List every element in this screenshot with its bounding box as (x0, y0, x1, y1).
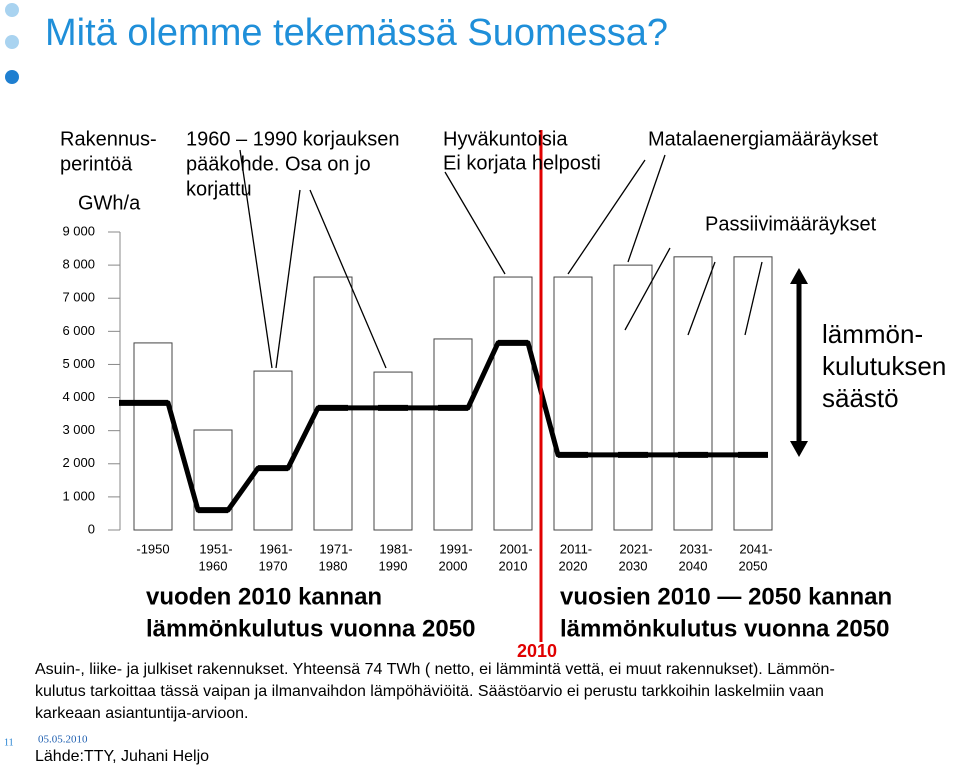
date: 05.05.2010 (38, 734, 88, 746)
y-tick-label: 6 000 (62, 323, 95, 338)
y-tick-label: 3 000 (62, 422, 95, 437)
bar (313, 276, 353, 531)
bar (433, 338, 473, 531)
slide-title: Mitä olemme tekemässä Suomessa? (45, 12, 668, 54)
annotation: korjattu (186, 178, 252, 200)
footnote: Asuin-, liike- ja julkiset rakennukset. … (35, 661, 835, 678)
annotation: Passiivimääräykset (705, 213, 877, 235)
x-tick-label: 2031- (679, 541, 712, 556)
y-tick-label: 9 000 (62, 223, 95, 238)
annotation: 1960 – 1990 korjauksen (186, 128, 400, 150)
footnote: karkeaan asiantuntija-arvioon. (35, 705, 248, 722)
annotation: 2010 (517, 641, 557, 661)
x-tick-label: 2001- (499, 541, 532, 556)
y-tick-label: 8 000 (62, 257, 95, 272)
annotation: pääkohde. Osa on jo (186, 153, 371, 175)
chart: 0 1 000 2 000 3 000 4 000 5 000 6 000 7 000 8 00… (62, 192, 772, 573)
annotation: perintöä (60, 153, 133, 175)
x-tick-label: 1951- (199, 541, 232, 556)
x-tick-label: -1950 (136, 541, 169, 556)
y-tick-label: 5 000 (62, 356, 95, 371)
x-tick-label: 2020 (559, 558, 588, 573)
y-tick-label: 4 000 (62, 389, 95, 404)
bar (493, 276, 533, 531)
x-tick-label: 1980 (319, 558, 348, 573)
annotation: vuosien 2010 — 2050 kannan (560, 583, 892, 610)
annotation: Hyväkuntoisia (443, 128, 568, 150)
x-tick-label: 1990 (379, 558, 408, 573)
x-tick-label: 2030 (619, 558, 648, 573)
x-tick-label: 2000 (439, 558, 468, 573)
source: Lähde:TTY, Juhani Heljo (35, 748, 209, 765)
x-tick-label: 1991- (439, 541, 472, 556)
bullet (5, 35, 19, 49)
x-tick-label: 1961- (259, 541, 292, 556)
bullet (5, 70, 19, 84)
y-tick-label: 2 000 (62, 455, 95, 470)
savings-arrow (790, 268, 808, 457)
bar (193, 429, 233, 531)
bar (613, 264, 653, 531)
bullet (5, 3, 19, 17)
y-tick-label: 1 000 (62, 488, 95, 503)
annotation: lämmönkulutus vuonna 2050 (560, 615, 889, 642)
bar (133, 342, 173, 531)
x-tick-label: 2021- (619, 541, 652, 556)
bar (253, 370, 293, 531)
x-tick-label: 2010 (499, 558, 528, 573)
bar (553, 276, 593, 531)
annotation: kulutuksen (822, 351, 946, 381)
page-number: 11 (4, 737, 14, 748)
annotation: Rakennus- (60, 128, 157, 150)
annotation: vuoden 2010 kannan (146, 583, 382, 610)
x-tick-label: 1960 (199, 558, 228, 573)
annotation: Matalaenergiamääräykset (648, 128, 879, 150)
x-tick-label: 2050 (739, 558, 768, 573)
annotation-arrows (239, 149, 763, 369)
annotation: säästö (822, 383, 899, 413)
footnote: kulutus tarkoittaa tässä vaipan ja ilman… (35, 683, 824, 700)
annotation: Ei korjata helposti (443, 152, 601, 174)
bar (673, 256, 713, 531)
x-tick-label: 1971- (319, 541, 352, 556)
y-tick-label: 0 (88, 521, 95, 536)
y-axis-label: GWh/a (78, 192, 141, 214)
x-tick-label: 2040 (679, 558, 708, 573)
x-tick-label: 2011- (560, 541, 592, 556)
x-tick-label: 2041- (739, 541, 772, 556)
annotation: lämmönkulutus vuonna 2050 (146, 615, 475, 642)
x-tick-label: 1970 (259, 558, 288, 573)
y-tick-label: 7 000 (62, 290, 95, 305)
annotation: lämmön- (822, 319, 923, 349)
bar (373, 371, 413, 531)
x-tick-label: 1981- (379, 541, 412, 556)
